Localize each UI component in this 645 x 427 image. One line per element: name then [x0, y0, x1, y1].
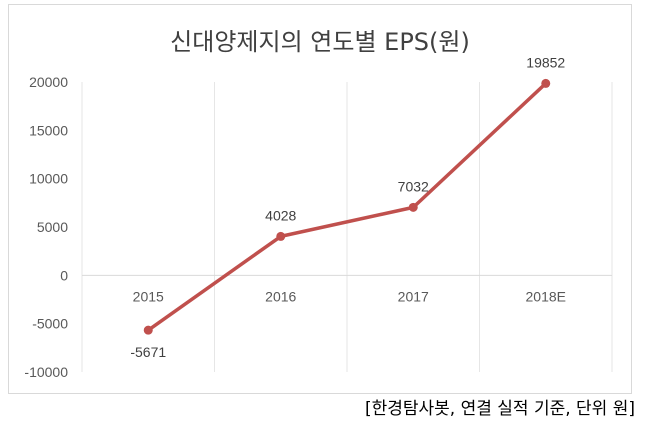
y-tick-label: -10000	[24, 364, 68, 380]
data-point	[276, 231, 286, 241]
y-tick-label: 10000	[29, 171, 68, 187]
data-label: 19852	[526, 54, 565, 70]
data-point	[408, 202, 418, 212]
x-tick-label: 2015	[133, 288, 164, 304]
x-tick-label: 2016	[265, 288, 296, 304]
series-line	[146, 81, 548, 332]
y-tick-label: 0	[60, 267, 68, 283]
data-point	[541, 78, 551, 88]
data-label: 4028	[265, 207, 296, 223]
chart-title: 신대양제지의 연도별 EPS(원)	[170, 28, 470, 56]
data-point	[143, 325, 153, 335]
y-tick-label: -5000	[32, 316, 68, 332]
y-tick-label: 15000	[29, 122, 68, 138]
chart-frame	[8, 4, 632, 394]
y-tick-label: 5000	[37, 219, 68, 235]
data-label: -5671	[130, 344, 166, 360]
y-tick-label: 20000	[29, 74, 68, 90]
x-tick-label: 2017	[398, 288, 429, 304]
x-tick-label: 2018E	[526, 288, 566, 304]
source-note: [한경탐사봇, 연결 실적 기준, 단위 원]	[364, 399, 635, 419]
data-label: 7032	[398, 178, 429, 194]
